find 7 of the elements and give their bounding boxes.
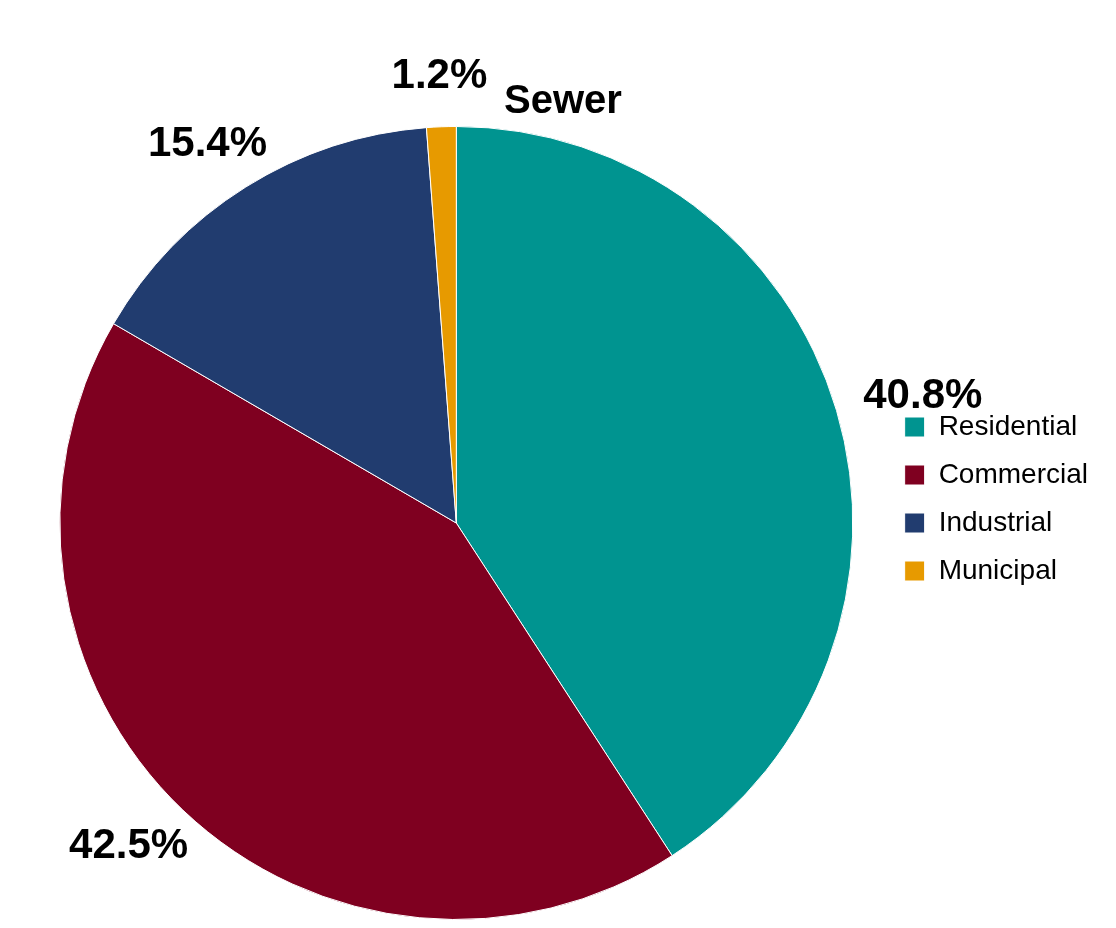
legend-label: Municipal [938,553,1057,585]
legend-label: Commercial [938,457,1089,489]
data-label: 15.4% [147,118,268,166]
text: Sewer [504,77,622,122]
legend-label: Industrial [938,505,1053,537]
data-label: 42.5% [69,819,189,867]
data-label: 1.2% [391,50,488,98]
